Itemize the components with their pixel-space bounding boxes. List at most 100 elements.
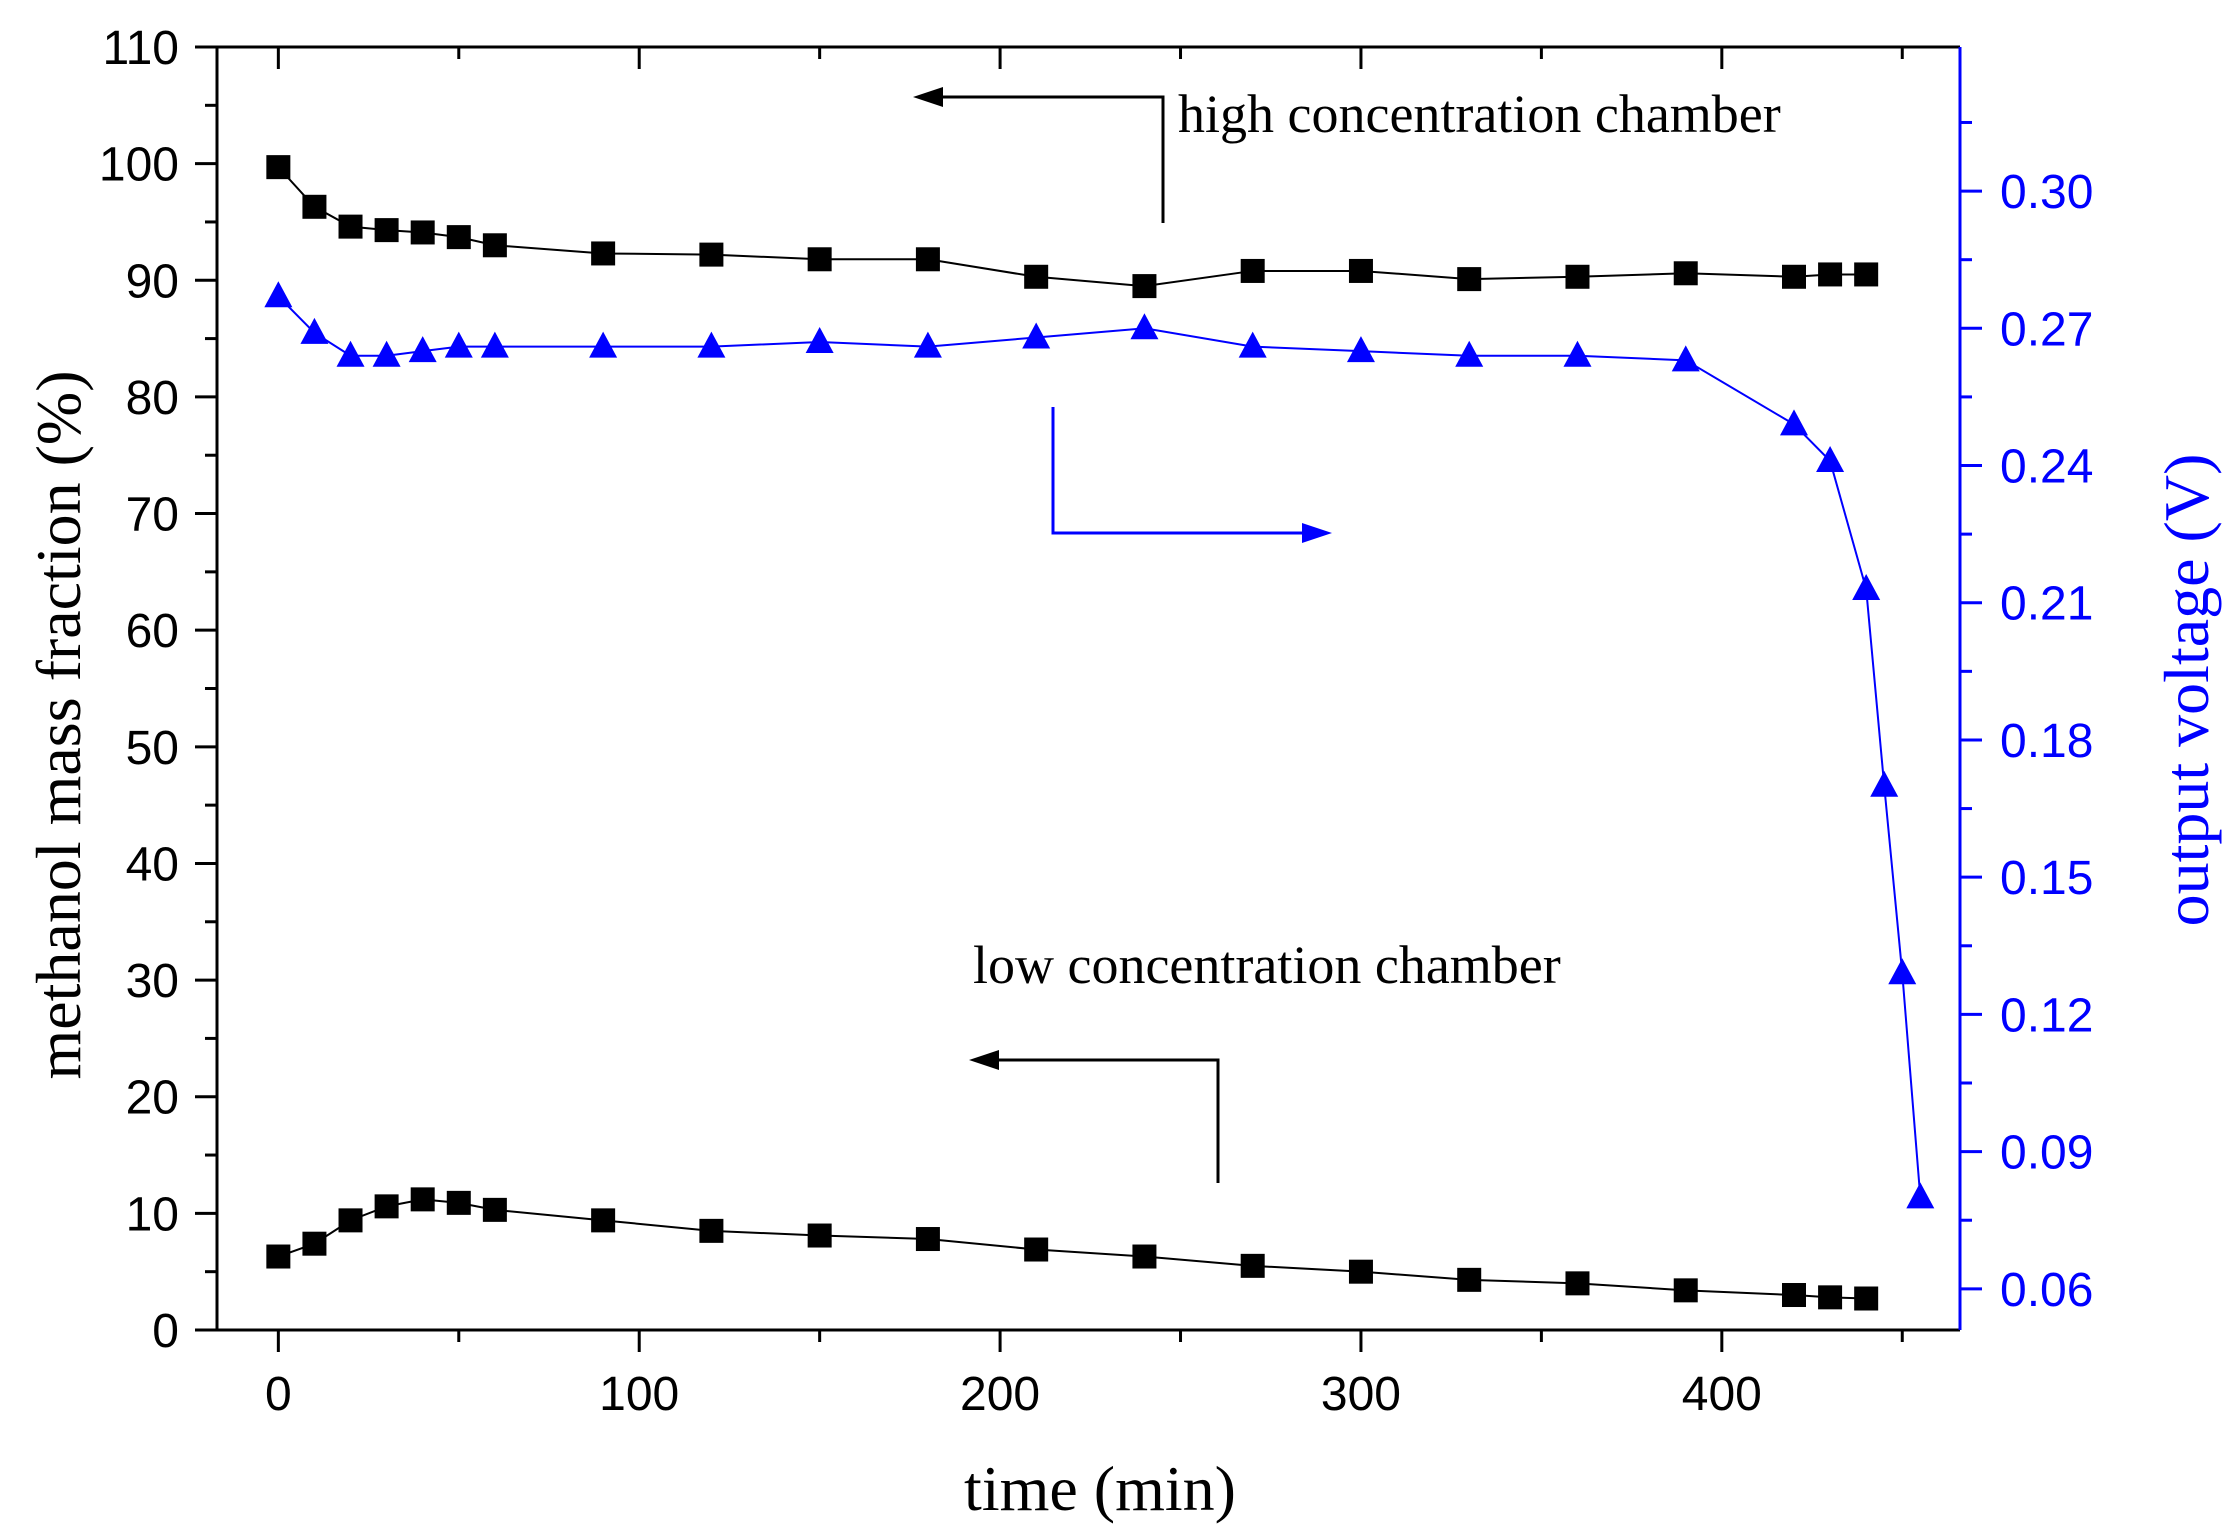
x-tick-label: 100 <box>599 1368 679 1421</box>
y-tick-label: 50 <box>126 722 179 775</box>
data-point-high <box>302 194 327 219</box>
y-tick-label: 0 <box>152 1305 179 1358</box>
data-point-high <box>1348 258 1373 283</box>
high-chamber-arrowhead <box>913 87 943 107</box>
data-point-high <box>1565 264 1590 289</box>
high-chamber-label: high concentration chamber <box>1178 84 1781 144</box>
y2-tick-label: 0.27 <box>2000 303 2093 356</box>
voltage-arrow <box>1051 407 1305 535</box>
data-point-low <box>1024 1237 1049 1262</box>
data-point-voltage <box>264 281 293 308</box>
data-point-low <box>1818 1285 1843 1310</box>
data-point-low <box>410 1187 435 1212</box>
data-point-high <box>807 247 832 272</box>
data-point-high <box>591 241 616 266</box>
y-tick-label: 20 <box>126 1072 179 1125</box>
data-point-voltage <box>1906 1182 1935 1209</box>
y-tick-label: 10 <box>126 1188 179 1241</box>
data-point-voltage <box>1238 331 1267 358</box>
data-point-high <box>1240 258 1265 283</box>
y2-axis-title: output voltage (V) <box>2151 454 2222 927</box>
data-point-low <box>302 1231 327 1256</box>
right-y-axis-ticks: 0.06 0.09 0.12 0.15 0.18 0.21 0.24 0.27 0.30 <box>1960 120 2093 1317</box>
data-point-voltage <box>913 331 942 358</box>
data-point-low <box>1240 1253 1265 1278</box>
data-point-low <box>482 1197 507 1222</box>
y-axis-title: methanol mass fraction (%) <box>23 370 94 1079</box>
y2-tick-label: 0.09 <box>2000 1127 2093 1180</box>
low-chamber-label: low concentration chamber <box>973 935 1561 995</box>
y2-tick-label: 0.18 <box>2000 715 2093 768</box>
y-tick-label: 90 <box>126 255 179 308</box>
data-point-high <box>410 220 435 245</box>
y-tick-label: 30 <box>126 955 179 1008</box>
data-point-voltage <box>805 327 834 354</box>
annotation-arrows <box>913 87 1332 1183</box>
data-point-voltage <box>697 331 726 358</box>
data-point-low <box>699 1218 724 1243</box>
data-point-voltage <box>372 340 401 367</box>
data-point-voltage <box>1671 345 1700 372</box>
data-point-voltage <box>1870 770 1899 797</box>
data-point-voltage <box>1346 336 1375 363</box>
data-point-low <box>1132 1244 1157 1269</box>
data-point-voltage <box>1852 574 1881 601</box>
data-point-low <box>915 1227 940 1252</box>
y2-tick-label: 0.12 <box>2000 989 2093 1042</box>
data-point-low <box>1348 1259 1373 1284</box>
data-point-voltage <box>300 317 329 344</box>
left-y-axis-ticks: 0 10 20 30 40 50 60 70 80 90 100 110 <box>99 22 217 1358</box>
low-chamber-arrowhead <box>969 1050 999 1070</box>
data-point-high <box>1457 267 1482 292</box>
data-point-voltage <box>408 336 437 363</box>
data-point-voltage <box>1780 409 1808 436</box>
y-tick-label: 40 <box>126 838 179 891</box>
data-point-low <box>1782 1283 1806 1308</box>
data-point-high <box>1818 262 1843 287</box>
data-point-voltage <box>1816 445 1845 472</box>
voltage-arrowhead <box>1302 523 1332 543</box>
y-tick-label: 110 <box>102 22 179 75</box>
data-point-low <box>266 1244 291 1269</box>
data-point-voltage <box>444 331 473 358</box>
data-point-low <box>1565 1271 1590 1296</box>
y2-tick-label: 0.30 <box>2000 166 2093 219</box>
data-point-low <box>338 1208 363 1233</box>
series-line-low <box>278 1198 1867 1300</box>
data-point-high <box>1782 264 1806 289</box>
data-point-voltage <box>1455 340 1484 367</box>
y-tick-label: 100 <box>99 139 179 192</box>
data-point-high <box>1854 262 1879 287</box>
data-point-low <box>1673 1278 1698 1303</box>
y-tick-label: 70 <box>126 489 179 542</box>
y2-tick-label: 0.21 <box>2000 578 2093 631</box>
data-point-voltage <box>1022 322 1051 349</box>
data-point-low <box>591 1208 616 1233</box>
data-point-voltage <box>1888 958 1917 985</box>
x-tick-label: 0 <box>265 1368 292 1421</box>
low-chamber-arrow <box>994 1058 1220 1183</box>
data-point-low <box>807 1223 832 1248</box>
data-point-high <box>482 233 507 258</box>
data-point-high <box>446 225 471 250</box>
high-chamber-arrow <box>938 95 1165 223</box>
series-line-voltage <box>277 295 1922 1198</box>
x-tick-label: 300 <box>1321 1368 1401 1421</box>
x-tick-label: 200 <box>960 1368 1040 1421</box>
y2-tick-label: 0.06 <box>2000 1264 2093 1317</box>
data-point-low <box>446 1190 471 1215</box>
plot-frame <box>215 45 1962 1332</box>
data-point-high <box>915 247 940 272</box>
data-point-voltage <box>1563 340 1592 367</box>
data-point-high <box>266 155 291 180</box>
series-line-high <box>277 166 1867 288</box>
y2-tick-label: 0.24 <box>2000 441 2093 494</box>
data-point-high <box>338 214 363 239</box>
y-tick-label: 60 <box>126 605 179 658</box>
data-point-low <box>374 1194 399 1219</box>
y2-tick-label: 0.15 <box>2000 852 2093 905</box>
data-point-voltage <box>589 331 618 358</box>
y-tick-label: 80 <box>126 372 179 425</box>
data-point-high <box>1673 261 1698 286</box>
